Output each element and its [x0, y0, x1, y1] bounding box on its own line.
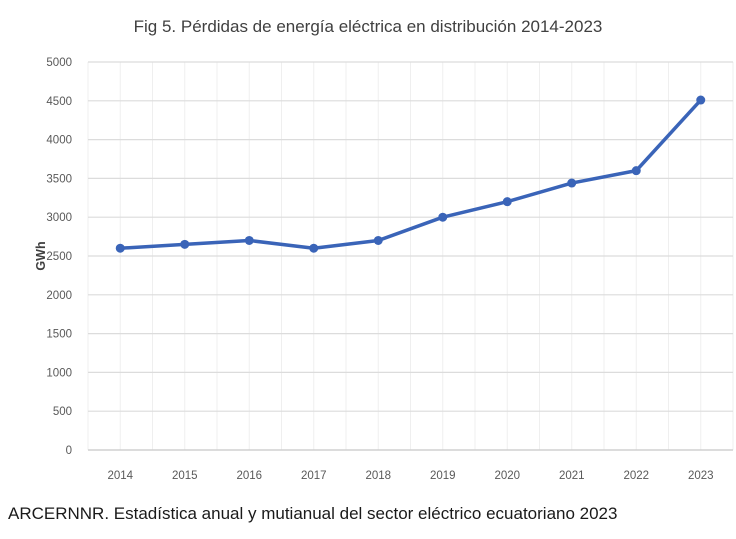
y-axis-ticks: 0 500 1000 1500 2000 2500 3000 3500 4000 4500 5000: [46, 57, 72, 457]
y-tick-label: 2000: [46, 290, 72, 302]
y-tick-label: 5000: [46, 57, 72, 69]
x-tick-label: 2014: [107, 470, 133, 482]
y-tick-label: 2500: [46, 251, 72, 263]
data-point-2023: [696, 95, 706, 105]
y-tick-label: 4000: [46, 135, 72, 147]
source-caption: ARCERNNR. Estadística anual y mutianual …: [8, 504, 618, 523]
x-tick-label: 2021: [559, 470, 585, 482]
series-layer: [115, 95, 706, 253]
y-tick-label: 3500: [46, 173, 72, 185]
data-point-2018: [373, 235, 383, 245]
series-line: [118, 98, 703, 250]
y-tick-label: 1000: [46, 367, 72, 379]
y-tick-label: 1500: [46, 329, 72, 341]
x-tick-label: 2017: [301, 470, 327, 482]
chart-title: Fig 5. Pérdidas de energía eléctrica en …: [133, 17, 603, 36]
x-tick-label: 2022: [623, 470, 649, 482]
data-point-2019: [438, 212, 448, 222]
gridlines: [87, 61, 734, 451]
y-tick-label: 3000: [46, 212, 72, 224]
x-tick-label: 2015: [172, 470, 198, 482]
data-point-2022: [631, 166, 641, 176]
x-tick-label: 2020: [494, 470, 520, 482]
x-axis-ticks: 2014 2015 2016 2017 2018 2019 2020 2021 2022 2023: [107, 470, 713, 482]
data-point-2014: [115, 243, 125, 253]
y-tick-label: 0: [66, 445, 72, 457]
y-tick-label: 500: [53, 406, 72, 418]
data-point-2020: [502, 197, 512, 207]
x-tick-label: 2018: [365, 470, 391, 482]
data-point-2021: [567, 178, 577, 188]
data-point-2017: [309, 243, 319, 253]
y-tick-label: 4500: [46, 96, 72, 108]
y-axis-label: GWh: [34, 241, 48, 270]
data-point-2016: [244, 235, 254, 245]
data-point-2015: [180, 239, 190, 249]
x-tick-label: 2019: [430, 470, 456, 482]
x-tick-label: 2023: [688, 470, 714, 482]
x-tick-label: 2016: [236, 470, 262, 482]
